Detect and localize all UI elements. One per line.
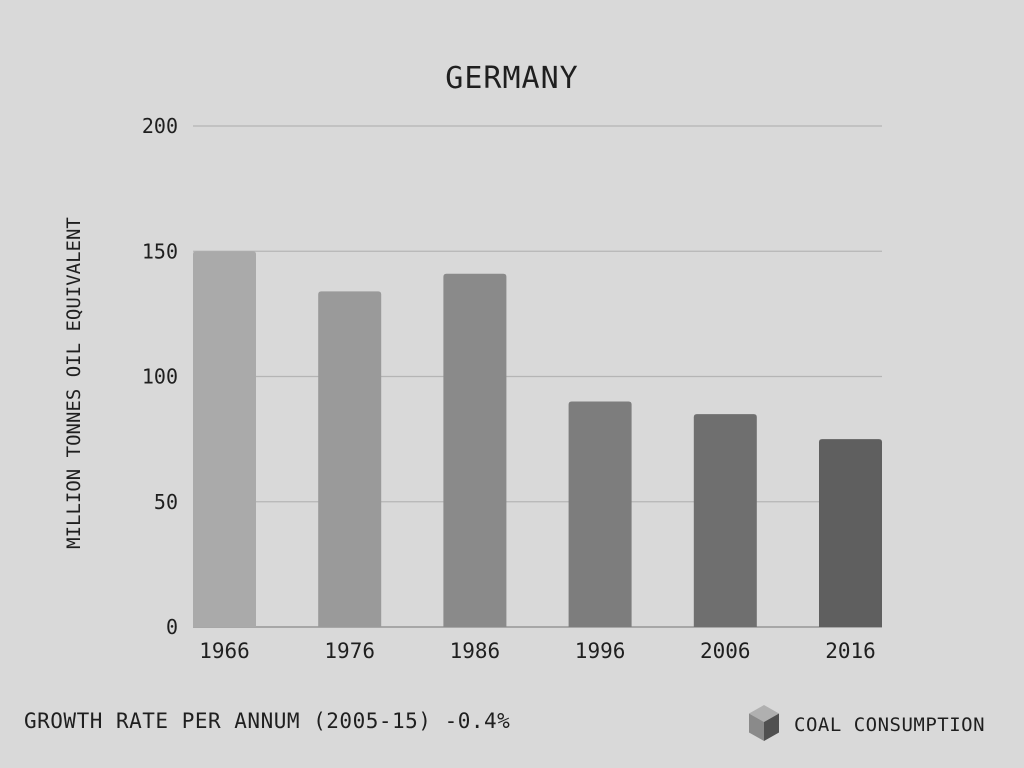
y-tick-label: 100: [142, 365, 178, 389]
x-tick-label: 2016: [825, 639, 876, 663]
y-tick-label: 0: [166, 615, 178, 639]
y-tick-label: 150: [142, 239, 178, 263]
y-tick-label: 200: [142, 114, 178, 138]
bar-chart: GERMANY MILLION TONNES OIL EQUIVALENT 0 5…: [63, 61, 882, 663]
bar-2006: [693, 414, 757, 627]
bar-1986: [443, 273, 507, 627]
growth-rate-label: GROWTH RATE PER ANNUM (2005-15) -0.4%: [24, 709, 511, 733]
legend-label: COAL CONSUMPTION: [794, 714, 986, 736]
x-tick-label: 1976: [324, 639, 375, 663]
y-tick-labels: 0 50 100 150 200: [142, 114, 178, 639]
x-tick-label: 1986: [450, 639, 501, 663]
bar-1976: [318, 291, 382, 627]
gridlines: [193, 125, 882, 628]
x-tick-label: 1996: [575, 639, 626, 663]
bar-1966: [193, 251, 256, 627]
x-tick-label: 1966: [199, 639, 250, 663]
x-tick-label: 2006: [700, 639, 751, 663]
y-axis-label: MILLION TONNES OIL EQUIVALENT: [63, 217, 85, 549]
legend: COAL CONSUMPTION: [748, 704, 985, 746]
chart-title: GERMANY: [445, 61, 578, 96]
x-tick-labels: 1966 1976 1986 1996 2006 2016: [199, 639, 876, 663]
bar-1996: [568, 401, 632, 627]
cube-icon: [748, 704, 780, 746]
bars: [193, 251, 882, 627]
bar-2016: [819, 439, 882, 627]
y-tick-label: 50: [154, 490, 178, 514]
